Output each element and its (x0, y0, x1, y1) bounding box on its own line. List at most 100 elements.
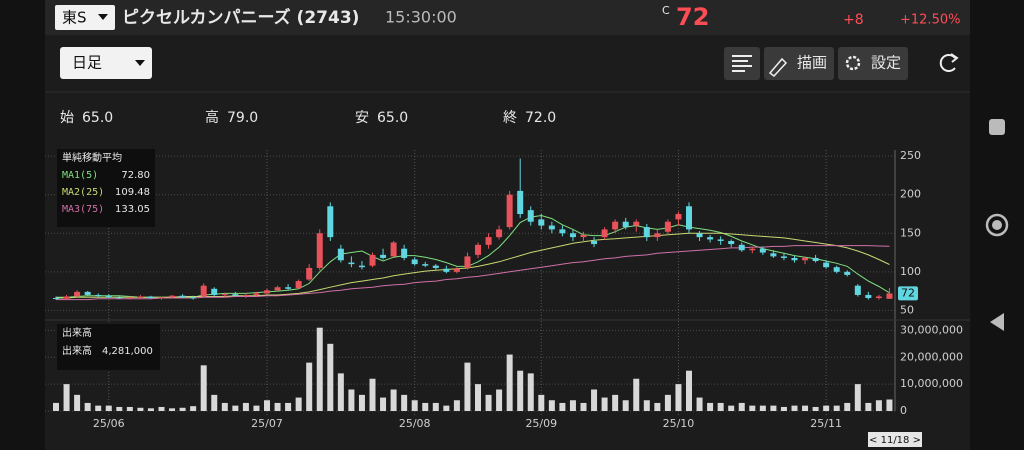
volume-bar (780, 406, 787, 411)
candle-body (242, 294, 249, 296)
volume-bar (643, 400, 650, 411)
volume-bar (833, 405, 840, 411)
volume-bar (137, 407, 144, 411)
volume-bar (517, 370, 524, 411)
candle-body (158, 297, 165, 299)
candle-body (612, 221, 619, 230)
volume-bar (169, 408, 176, 411)
candle-body (390, 242, 397, 257)
volume-bar (116, 406, 123, 411)
volume-bar (654, 402, 661, 411)
candle-body (63, 296, 70, 299)
candle-body (179, 295, 186, 298)
volume-bar (875, 400, 882, 411)
volume-bar (728, 405, 735, 411)
nav-home[interactable] (985, 213, 1009, 237)
volume-bar (496, 389, 503, 411)
candle-body (274, 287, 281, 291)
volume-bar (612, 394, 619, 411)
y-tick-label: 0 (900, 404, 907, 417)
volume-bar (105, 405, 112, 411)
volume-legend-title: 出来高 (62, 326, 92, 339)
volume-bar (95, 405, 102, 411)
candle-body (337, 248, 344, 261)
candle-body (812, 257, 819, 262)
settings-label: 設定 (871, 54, 901, 72)
nav-back[interactable] (990, 313, 1004, 331)
ohlc-value: 72.0 (525, 110, 556, 126)
legend-name: MA3(75) (62, 204, 104, 215)
candle-body (717, 239, 724, 241)
change-percent: +12.50% (900, 13, 960, 28)
candle-body (643, 227, 650, 238)
candle-body (728, 240, 735, 245)
candle-body (295, 281, 302, 289)
indicator-icon (732, 55, 752, 72)
candle-body (833, 267, 840, 272)
candle-body (358, 265, 365, 268)
volume-current-label: 出来高 (62, 344, 92, 357)
volume-bar (264, 400, 270, 411)
candle-body (791, 257, 798, 261)
ohlc-value: 79.0 (227, 110, 258, 126)
stock-name: ピクセルカンパニーズ (2743) (122, 7, 359, 28)
volume-bar (221, 402, 228, 411)
candle-body (654, 233, 661, 238)
volume-bar (791, 405, 798, 411)
candle-body (116, 297, 123, 299)
period-dropdown[interactable] (60, 47, 152, 79)
candle-body (190, 297, 197, 299)
candle-body (517, 190, 524, 214)
candle-body (844, 271, 851, 275)
settings-button[interactable] (838, 47, 908, 80)
candle-body (316, 233, 323, 268)
volume-bar (759, 405, 766, 411)
indicator-button[interactable] (724, 47, 760, 80)
volume-bar (717, 402, 724, 411)
y-tick-label: 10,000,000 (900, 377, 963, 390)
candle-body (380, 254, 387, 258)
candle-body (306, 267, 313, 280)
candle-body (802, 257, 809, 261)
volume-bar (432, 402, 439, 411)
draw-button[interactable] (764, 47, 834, 80)
legend-value: 109.48 (115, 187, 150, 198)
volume-bar (707, 402, 714, 411)
volume-bar (527, 373, 534, 411)
volume-bar (485, 394, 492, 411)
candle-body (475, 244, 481, 255)
y-tick-label: 200 (900, 188, 921, 201)
volume-bar (242, 402, 249, 411)
price: 72 (676, 3, 709, 31)
candle-body (633, 221, 640, 226)
legend-value: 133.05 (115, 204, 150, 215)
volume-bar (675, 384, 682, 411)
volume-bar (422, 402, 429, 411)
volume-bar (84, 402, 91, 411)
candle-body (527, 210, 534, 222)
x-tick-label: 25/09 (525, 417, 557, 430)
candle-body (770, 253, 777, 257)
candle-body (401, 248, 408, 258)
refresh-icon[interactable] (939, 54, 956, 72)
market-dropdown[interactable] (55, 5, 115, 30)
draw-label: 描画 (797, 54, 827, 72)
refresh-arrow (950, 53, 959, 63)
nav-recent[interactable] (989, 119, 1005, 135)
volume-bar (190, 406, 197, 411)
volume-bar (74, 394, 81, 411)
candle-body (221, 294, 228, 296)
candle-body (707, 237, 714, 240)
volume-current-value: 4,281,000 (102, 346, 153, 357)
volume-bar (569, 400, 576, 411)
legend-name: MA2(25) (62, 187, 104, 198)
volume-bar (548, 400, 555, 411)
candle-body (865, 294, 872, 299)
volume-legend-box (57, 324, 160, 370)
candle-body (264, 290, 270, 294)
volume-bar (285, 402, 292, 411)
candle-body (559, 229, 566, 234)
candle-body (749, 248, 756, 251)
